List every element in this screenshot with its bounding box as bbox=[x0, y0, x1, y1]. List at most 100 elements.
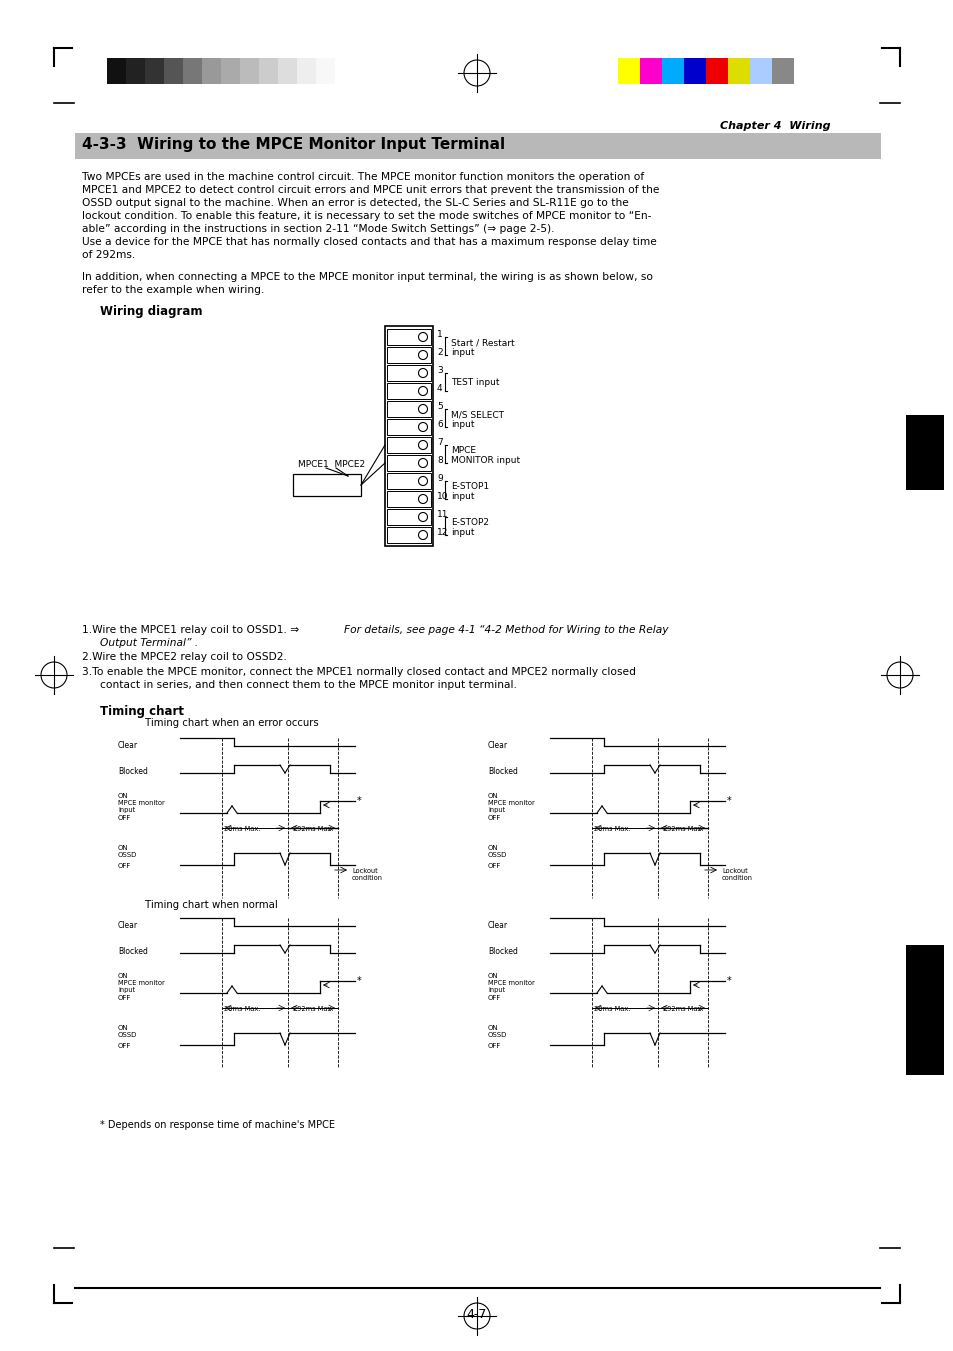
Bar bbox=[107, 58, 126, 84]
Text: OSSD: OSSD bbox=[118, 852, 137, 858]
Text: For details, see page 4-1 “4-2 Method for Wiring to the Relay: For details, see page 4-1 “4-2 Method fo… bbox=[344, 626, 668, 635]
Text: lockout condition. To enable this feature, it is necessary to set the mode switc: lockout condition. To enable this featur… bbox=[82, 211, 651, 222]
Text: ON: ON bbox=[488, 1025, 498, 1031]
Text: Blocked: Blocked bbox=[488, 767, 517, 775]
Text: TEST input: TEST input bbox=[451, 378, 499, 386]
Text: 7: 7 bbox=[436, 438, 442, 447]
Bar bbox=[202, 58, 221, 84]
Text: Use a device for the MPCE that has normally closed contacts and that has a maxim: Use a device for the MPCE that has norma… bbox=[82, 236, 657, 247]
Bar bbox=[387, 419, 431, 435]
Text: ON: ON bbox=[118, 793, 129, 798]
Text: input: input bbox=[451, 420, 474, 430]
Bar bbox=[387, 436, 431, 453]
Text: Clear: Clear bbox=[488, 921, 508, 929]
Bar bbox=[387, 455, 431, 471]
Text: MPCE monitor: MPCE monitor bbox=[118, 800, 165, 807]
Text: 5: 5 bbox=[436, 403, 442, 411]
Bar bbox=[387, 347, 431, 363]
Bar bbox=[145, 58, 164, 84]
Text: input: input bbox=[118, 807, 135, 813]
Text: Wiring diagram: Wiring diagram bbox=[100, 305, 202, 317]
Text: 20ms Max.: 20ms Max. bbox=[224, 825, 260, 832]
Text: OFF: OFF bbox=[118, 815, 132, 821]
Bar bbox=[639, 58, 661, 84]
Bar bbox=[905, 415, 943, 490]
Text: Clear: Clear bbox=[118, 921, 138, 929]
Text: OSSD: OSSD bbox=[118, 1032, 137, 1038]
Text: of 292ms.: of 292ms. bbox=[82, 250, 135, 259]
Text: 12: 12 bbox=[436, 528, 448, 536]
Bar bbox=[905, 944, 943, 1075]
Text: 20ms Max.: 20ms Max. bbox=[594, 825, 630, 832]
Text: 11: 11 bbox=[436, 509, 448, 519]
Bar bbox=[771, 58, 793, 84]
Text: 10: 10 bbox=[436, 492, 448, 501]
Text: Lockout
condition: Lockout condition bbox=[352, 867, 382, 881]
Bar bbox=[296, 58, 315, 84]
Bar bbox=[727, 58, 749, 84]
Text: ON: ON bbox=[118, 973, 129, 979]
Text: OFF: OFF bbox=[488, 994, 501, 1001]
Text: 292ms Max.: 292ms Max. bbox=[293, 1006, 334, 1012]
Text: 2.Wire the MPCE2 relay coil to OSSD2.: 2.Wire the MPCE2 relay coil to OSSD2. bbox=[82, 653, 287, 662]
Text: MPCE monitor: MPCE monitor bbox=[118, 979, 165, 986]
Text: input: input bbox=[451, 528, 474, 536]
Text: MPCE1  MPCE2: MPCE1 MPCE2 bbox=[297, 459, 365, 469]
Text: able” according in the instructions in section 2-11 “Mode Switch Settings” (⇒ pa: able” according in the instructions in s… bbox=[82, 224, 554, 234]
Bar bbox=[164, 58, 183, 84]
Text: ON: ON bbox=[488, 844, 498, 851]
Text: 4-3-3  Wiring to the MPCE Monitor Input Terminal: 4-3-3 Wiring to the MPCE Monitor Input T… bbox=[82, 136, 504, 153]
Text: Start / Restart: Start / Restart bbox=[451, 338, 514, 347]
Text: * Depends on response time of machine's MPCE: * Depends on response time of machine's … bbox=[100, 1120, 335, 1129]
Text: 8: 8 bbox=[436, 457, 442, 465]
Text: Blocked: Blocked bbox=[118, 767, 148, 775]
Text: input: input bbox=[451, 492, 474, 501]
Bar bbox=[385, 326, 433, 546]
Text: MPCE monitor: MPCE monitor bbox=[488, 800, 535, 807]
Text: OFF: OFF bbox=[488, 815, 501, 821]
Bar bbox=[683, 58, 705, 84]
Text: Timing chart when an error occurs: Timing chart when an error occurs bbox=[145, 717, 318, 728]
Text: E-STOP2: E-STOP2 bbox=[451, 517, 489, 527]
Text: input: input bbox=[118, 988, 135, 993]
Text: MPCE monitor: MPCE monitor bbox=[488, 979, 535, 986]
Text: 292ms Max.: 292ms Max. bbox=[293, 825, 334, 832]
Text: input: input bbox=[488, 807, 504, 813]
Text: M/S SELECT: M/S SELECT bbox=[451, 409, 503, 419]
Text: Timing chart: Timing chart bbox=[100, 705, 184, 717]
Text: Blocked: Blocked bbox=[118, 947, 148, 957]
Text: Lockout
condition: Lockout condition bbox=[721, 867, 752, 881]
Bar bbox=[387, 527, 431, 543]
Text: OFF: OFF bbox=[118, 994, 132, 1001]
Text: *: * bbox=[356, 796, 361, 807]
Text: 3.To enable the MPCE monitor, connect the MPCE1 normally closed contact and MPCE: 3.To enable the MPCE monitor, connect th… bbox=[82, 667, 636, 677]
Text: MPCE: MPCE bbox=[451, 446, 476, 455]
Text: Output Terminal” .: Output Terminal” . bbox=[100, 638, 198, 648]
Bar bbox=[387, 490, 431, 507]
Text: ON: ON bbox=[118, 844, 129, 851]
Bar bbox=[315, 58, 335, 84]
Text: refer to the example when wiring.: refer to the example when wiring. bbox=[82, 285, 264, 295]
Bar bbox=[293, 474, 360, 496]
Text: *: * bbox=[726, 796, 731, 807]
Text: 292ms Max.: 292ms Max. bbox=[662, 825, 702, 832]
Text: 3: 3 bbox=[436, 366, 442, 376]
Text: Clear: Clear bbox=[488, 740, 508, 750]
Text: Two MPCEs are used in the machine control circuit. The MPCE monitor function mon: Two MPCEs are used in the machine contro… bbox=[82, 172, 643, 182]
Text: OSSD: OSSD bbox=[488, 852, 507, 858]
Text: ON: ON bbox=[488, 793, 498, 798]
Text: *: * bbox=[726, 975, 731, 986]
Text: 292ms Max.: 292ms Max. bbox=[662, 1006, 702, 1012]
Text: In addition, when connecting a MPCE to the MPCE monitor input terminal, the wiri: In addition, when connecting a MPCE to t… bbox=[82, 272, 652, 282]
Text: 4: 4 bbox=[436, 384, 442, 393]
Text: 4-7: 4-7 bbox=[466, 1308, 487, 1321]
Text: E-STOP1: E-STOP1 bbox=[451, 482, 489, 490]
Bar bbox=[240, 58, 258, 84]
Bar bbox=[618, 58, 639, 84]
Text: OFF: OFF bbox=[488, 1043, 501, 1048]
Text: contact in series, and then connect them to the MPCE monitor input terminal.: contact in series, and then connect them… bbox=[100, 680, 517, 690]
Text: input: input bbox=[488, 988, 504, 993]
Text: MONITOR input: MONITOR input bbox=[451, 457, 519, 465]
Bar bbox=[387, 330, 431, 345]
Text: 2: 2 bbox=[436, 349, 442, 357]
